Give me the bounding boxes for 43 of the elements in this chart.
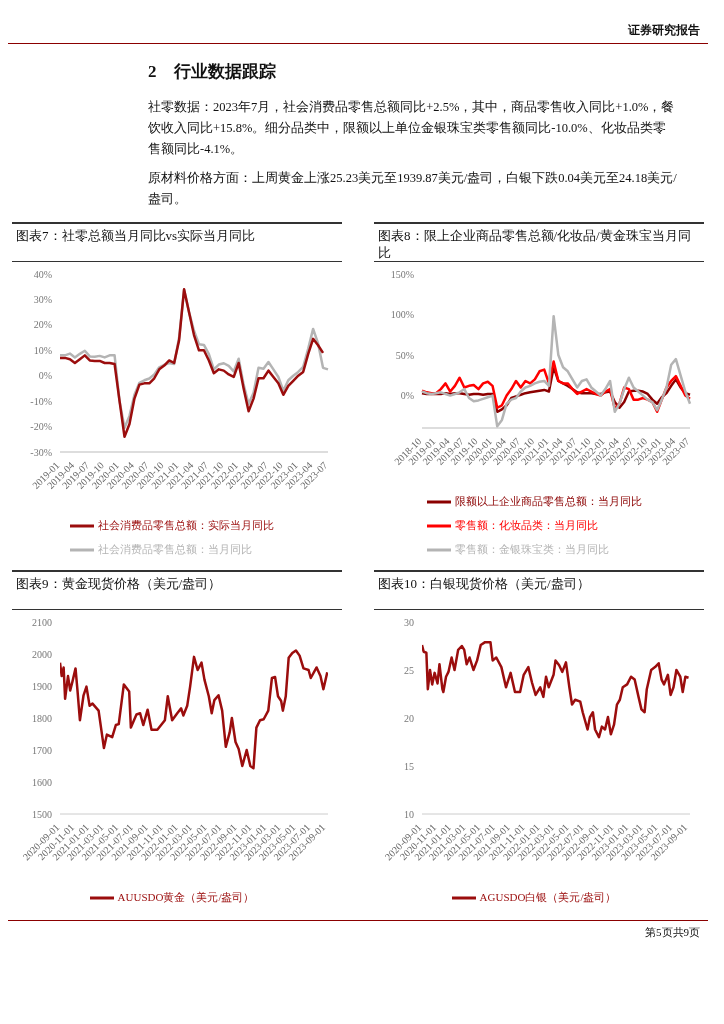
y-tick-label: 1900 <box>32 680 52 692</box>
legend-label: 社会消费品零售总额：当月同比 <box>98 542 252 555</box>
y-tick-label: 1800 <box>32 712 52 724</box>
y-tick-label: 30 <box>404 616 414 628</box>
y-tick-label: 1500 <box>32 808 52 820</box>
y-tick-label: 2000 <box>32 648 52 660</box>
text: 社零数据：2023年7月，社会消费品零售总额同比+2.5%，其中，商品零售收入同比+1.0%，餐饮收入同比+15.8%。细分品类中，限额以上单位金银珠宝类零售额同比-10.0%、化妆品类零售额同比-4.1%。 <box>148 99 676 158</box>
y-tick-label: 150% <box>390 268 414 280</box>
legend-label: AUUSDO黄金（美元/盎司） <box>117 890 255 903</box>
legend-label: 零售额：金银珠宝类：当月同比 <box>454 542 609 555</box>
y-tick-label: 25 <box>404 664 414 676</box>
legend-label: AGUSDO白银（美元/盎司） <box>479 890 617 903</box>
line-series <box>420 314 692 428</box>
y-tick-label: 2100 <box>32 616 52 628</box>
line-series <box>422 640 690 739</box>
y-tick-label: 15 <box>404 760 414 772</box>
chart-title: 图表7：社零总额当月同比vs实际当月同比 <box>12 222 342 262</box>
y-tick-label: 30% <box>33 293 52 305</box>
text: 2 行业数据跟踪 <box>148 61 277 83</box>
chart-title: 图表9：黄金现货价格（美元/盎司） <box>12 570 342 610</box>
y-tick-label: -20% <box>30 421 52 433</box>
text: 证券研究报告 <box>8 8 708 44</box>
y-tick-label: 0% <box>400 390 414 402</box>
y-tick-label: 40% <box>33 268 52 280</box>
y-tick-label: 1600 <box>32 776 52 788</box>
y-tick-label: 100% <box>390 309 414 321</box>
legend-label: 社会消费品零售总额：实际当月同比 <box>98 518 274 531</box>
y-tick-label: 20 <box>404 712 414 724</box>
legend-label: 零售额：化妆品类：当月同比 <box>454 518 598 531</box>
y-tick-label: 10 <box>404 808 414 820</box>
text: 原材料价格方面：上周黄金上涨25.23美元至1939.87美元/盎司，白银下跌0.04美元至24.18美元/盎司。 <box>148 170 678 208</box>
y-tick-label: 1700 <box>32 744 52 756</box>
chart-title: 图表10：白银现货价格（美元/盎司） <box>374 570 704 610</box>
y-tick-label: 0% <box>38 370 52 382</box>
y-tick-label: -10% <box>30 395 52 407</box>
y-tick-label: 50% <box>395 349 414 361</box>
text: 第5页共9页 <box>8 920 708 944</box>
line-series <box>60 649 328 770</box>
y-tick-label: 20% <box>33 319 52 331</box>
y-tick-label: -30% <box>30 446 52 458</box>
chart-title: 图表8：限上企业商品零售总额/化妆品/黄金珠宝当月同比 <box>374 222 704 262</box>
y-tick-label: 10% <box>33 344 52 356</box>
legend-label: 限额以上企业商品零售总额：当月同比 <box>454 494 642 507</box>
